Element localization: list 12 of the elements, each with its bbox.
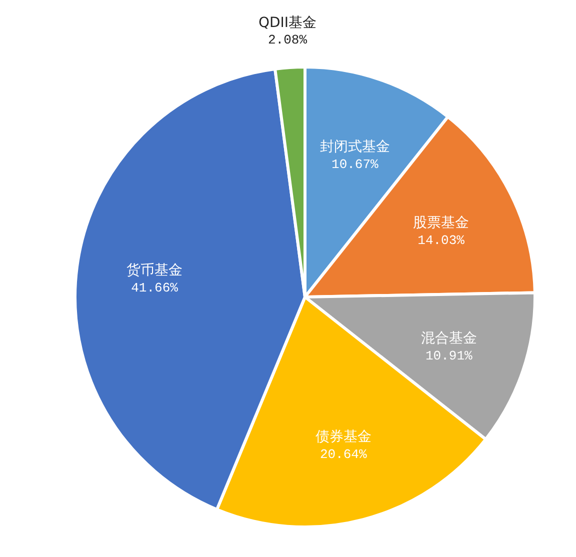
data-label: 2.08% [268, 32, 308, 48]
data-label: 41.66% [131, 280, 178, 296]
slice-label: 混合基金 [420, 330, 477, 347]
data-label: 10.67% [332, 156, 379, 172]
slice-label: 封闭式基金 [320, 138, 390, 155]
slice-label: QDII基金 [258, 14, 317, 31]
slice-label: 股票基金 [413, 214, 470, 231]
data-label: 10.91% [425, 348, 472, 364]
slice-label: 货币基金 [126, 262, 183, 278]
data-label: 14.03% [418, 232, 465, 248]
slice-label: 债券基金 [315, 429, 372, 446]
data-label: 20.64% [320, 446, 367, 462]
